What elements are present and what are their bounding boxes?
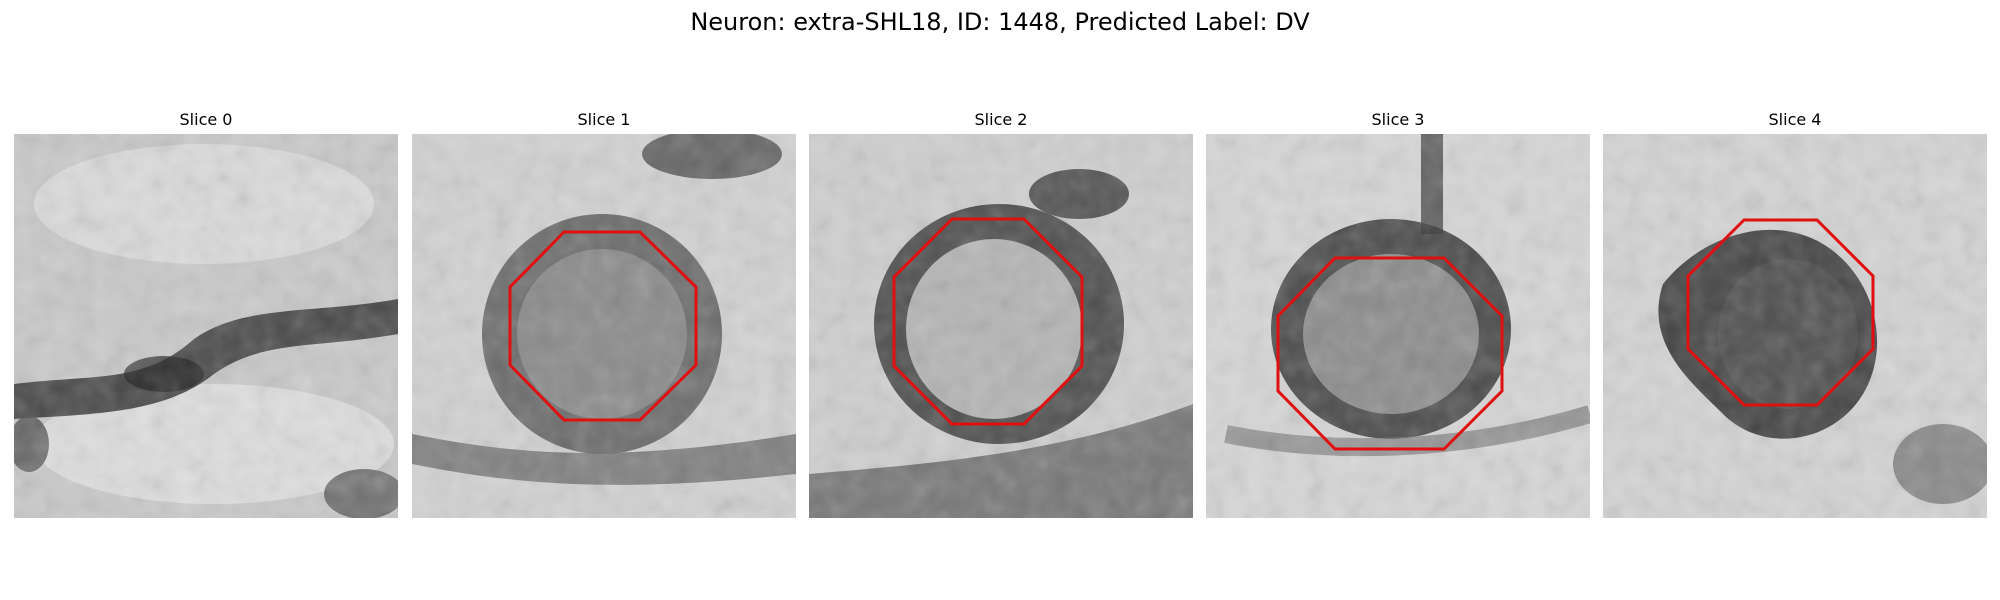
roi-outline-1 [508, 230, 698, 422]
roi-outline-4 [1686, 218, 1875, 407]
slice-image-3 [1206, 134, 1590, 518]
roi-outline-3 [1276, 256, 1504, 451]
slice-panel-4: Slice 4 [1603, 108, 1987, 518]
slice-title-3: Slice 3 [1371, 110, 1425, 129]
slice-image-2 [809, 134, 1193, 518]
slice-panel-2: Slice 2 [809, 108, 1193, 518]
slice-title-2: Slice 2 [974, 110, 1028, 129]
slice-panel-1: Slice 1 [412, 108, 796, 518]
slice-title-1: Slice 1 [577, 110, 631, 129]
slice-title-4: Slice 4 [1768, 110, 1822, 129]
slice-image-4 [1603, 134, 1987, 518]
slice-title-0: Slice 0 [179, 110, 233, 129]
figure-title: Neuron: extra-SHL18, ID: 1448, Predicted… [690, 8, 1310, 36]
slice-panel-0: Slice 0 [14, 108, 398, 518]
slice-image-1 [412, 134, 796, 518]
roi-outline-2 [892, 217, 1084, 426]
slice-image-0 [14, 134, 398, 518]
slice-panel-3: Slice 3 [1206, 108, 1590, 518]
